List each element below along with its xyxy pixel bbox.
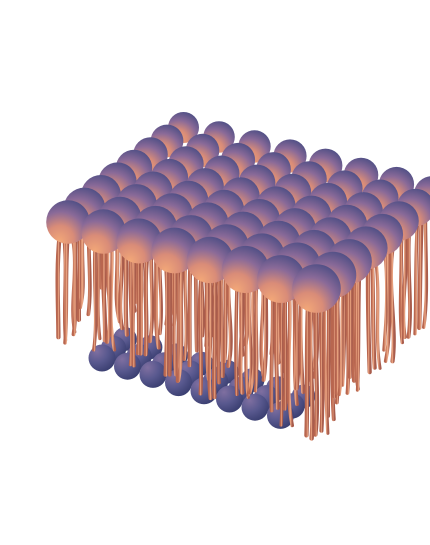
lipid-tail: [176, 262, 185, 383]
lipid-tails: [55, 206, 429, 441]
lipid-tail: [100, 243, 108, 343]
lipid-tail: [269, 291, 275, 413]
upper-lipid-head: [151, 227, 198, 274]
lipid-tail: [365, 259, 372, 375]
lipid-tail: [55, 233, 62, 340]
lower-lipid-head: [114, 352, 141, 380]
lipid-tail: [96, 243, 102, 341]
lipid-tail: [238, 281, 245, 395]
lipid-tail: [308, 300, 315, 441]
lipid-tail: [216, 272, 222, 385]
lipid-tail: [304, 300, 311, 438]
lipid-tail: [318, 300, 325, 433]
lipid-tail: [334, 287, 341, 395]
lipid-tail: [204, 272, 211, 381]
lipid-tail: [128, 253, 134, 367]
lipid-tail: [135, 252, 142, 356]
lipid-tail: [398, 233, 404, 345]
upper-lipid-head: [46, 200, 90, 244]
lipid-tail: [282, 290, 289, 411]
lipid-tail: [337, 287, 345, 397]
lipid-tail: [197, 272, 204, 396]
lipid-tail: [163, 262, 170, 377]
lower-lipid-head: [241, 393, 269, 421]
lipid-tail: [175, 262, 181, 383]
lipid-tail: [279, 291, 284, 427]
lipid-tail: [92, 243, 98, 352]
lipid-tail: [383, 246, 392, 363]
lipid-tail: [105, 243, 113, 344]
upper-leaflet-heads: [46, 112, 430, 313]
lipid-tail: [382, 246, 389, 352]
lipid-tail: [131, 253, 137, 368]
lipid-tail: [234, 281, 239, 397]
lipid-tail: [286, 291, 294, 428]
lower-lipid-head: [88, 344, 116, 372]
lipid-tail: [422, 219, 429, 329]
upper-lipid-head: [81, 209, 126, 254]
lipid-tail: [417, 219, 424, 331]
upper-lipid-head: [292, 264, 341, 313]
lipid-tail: [167, 262, 173, 377]
lipid-tail: [243, 281, 250, 399]
lipid-tail: [71, 234, 79, 337]
lipid-tail: [313, 300, 320, 437]
lipid-tail: [322, 300, 330, 435]
lower-lipid-head: [139, 360, 167, 388]
lipid-tail: [109, 243, 117, 352]
lower-lipid-head: [216, 385, 243, 413]
lipid-tail: [273, 291, 280, 410]
lipid-tail: [248, 281, 256, 395]
upper-lipid-head: [116, 218, 162, 264]
lipid-tail: [374, 260, 382, 370]
lipid-tail: [63, 234, 70, 345]
lipid-tail: [355, 273, 362, 392]
lipid-tail: [246, 281, 253, 397]
lipid-tail: [401, 233, 408, 340]
lipid-tail: [413, 219, 420, 336]
lipid-tail: [143, 252, 150, 357]
upper-lipid-head: [186, 236, 234, 284]
lipid-tail: [406, 233, 412, 339]
lipid-tail: [388, 246, 396, 364]
lipid-tail: [207, 272, 214, 401]
lipid-tail: [369, 259, 377, 370]
lipid-tail: [172, 262, 178, 377]
lipid-tail: [211, 271, 218, 400]
lipid-tail: [138, 253, 145, 356]
